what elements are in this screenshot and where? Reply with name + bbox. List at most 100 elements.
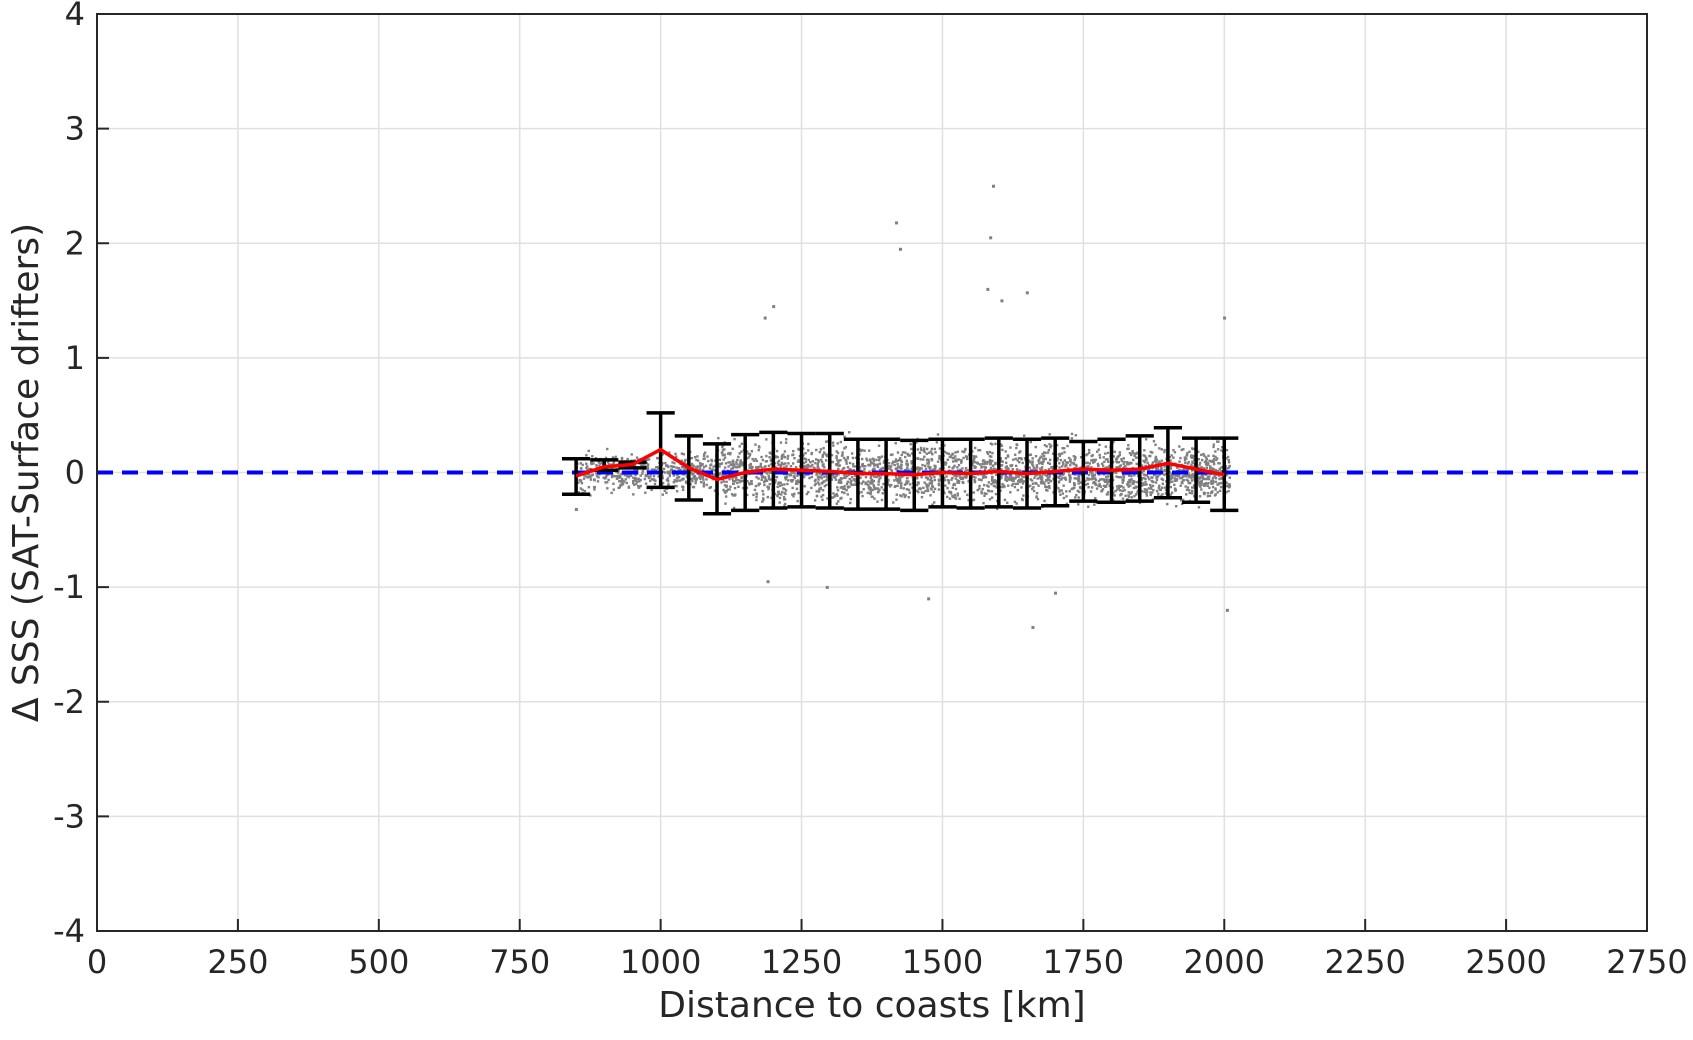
scatter-point [731,460,735,463]
scatter-point [627,474,630,478]
scatter-point [1029,478,1032,481]
scatter-point [1010,464,1014,467]
scatter-point [804,457,808,461]
scatter-point [821,489,825,492]
scatter-point [1181,468,1184,472]
scatter-point [834,476,837,479]
scatter-point [737,455,740,459]
scatter-point [672,465,676,469]
scatter-point [728,488,731,491]
scatter-point [1063,459,1067,462]
scatter-point [696,459,700,462]
scatter-point [1206,484,1209,488]
scatter-point [657,475,660,478]
scatter-point [576,481,580,484]
scatter-point [887,462,891,465]
scatter-point [736,463,739,466]
scatter-point [718,472,721,475]
scatter-point [708,486,711,490]
scatter-point [1009,446,1012,449]
scatter-point [740,442,744,446]
scatter-point [871,457,875,461]
scatter-point [895,493,898,496]
scatter-point [702,454,706,458]
scatter-point [895,477,898,481]
scatter-point [1043,499,1046,503]
scatter-point [595,475,599,478]
scatter-point [589,475,592,479]
scatter-point [1143,460,1147,464]
scatter-point [1037,459,1040,463]
scatter-point [894,475,898,478]
scatter-point [1095,487,1099,490]
scatter-point [839,497,842,500]
scatter-point [732,494,735,497]
scatter-point [1181,475,1185,478]
scatter-point [1209,460,1212,463]
scatter-point [1022,475,1026,479]
scatter-point [895,467,898,470]
scatter-point [1143,449,1146,452]
scatter-point [1031,469,1034,472]
scatter-point [1046,485,1049,489]
scatter-point [1190,454,1193,457]
scatter-point [930,479,934,483]
scatter-point [805,492,809,496]
scatter-point [1068,478,1072,482]
scatter-point [1150,476,1153,479]
scatter-point [1037,484,1040,487]
scatter-point [1134,486,1137,489]
scatter-point [1040,468,1044,472]
scatter-point [752,493,755,497]
scatter-point [836,468,840,472]
scatter-point [1034,474,1037,477]
scatter-point [1039,456,1042,459]
scatter-point [758,446,761,449]
scatter-point [930,459,934,462]
x-tick-label: 0 [87,943,107,981]
scatter-point [1149,450,1152,454]
scatter-point [691,479,694,483]
scatter-point [1133,494,1136,498]
scatter-point [920,495,924,499]
scatter-point [795,480,798,483]
scatter-point [797,460,801,463]
scatter-point [1105,475,1108,479]
scatter-point [838,478,841,482]
scatter-point [836,486,839,489]
scatter-point [1170,491,1174,494]
scatter-point [803,485,806,488]
scatter-point [787,479,790,482]
scatter-point [586,476,589,479]
scatter-point [1185,493,1188,496]
scatter-point [963,490,967,493]
scatter-point [1171,480,1174,483]
scatter-point [900,460,904,464]
scatter-point [935,441,939,444]
scatter-point [966,468,969,472]
scatter-point [779,466,782,469]
scatter-point [1214,493,1217,496]
scatter-point [645,462,648,465]
scatter-point [642,462,645,466]
scatter-point [899,459,903,462]
scatter-point [1070,487,1073,491]
scatter-point [1035,496,1038,499]
scatter-point [807,464,810,467]
scatter-point [740,450,743,453]
scatter-point [1102,456,1105,459]
scatter-point [835,492,838,496]
scatter-point [816,465,820,469]
scatter-point [1205,459,1208,462]
scatter-point [1042,481,1045,484]
scatter-point [1196,476,1200,479]
scatter-point [822,446,825,450]
scatter-point [790,480,793,483]
scatter-point [731,447,734,450]
scatter-point [617,469,620,472]
scatter-point [859,469,862,472]
scatter-point [1145,492,1148,496]
scatter-point [1115,475,1118,478]
scatter-point [1215,458,1218,462]
scatter-point [1172,456,1175,459]
